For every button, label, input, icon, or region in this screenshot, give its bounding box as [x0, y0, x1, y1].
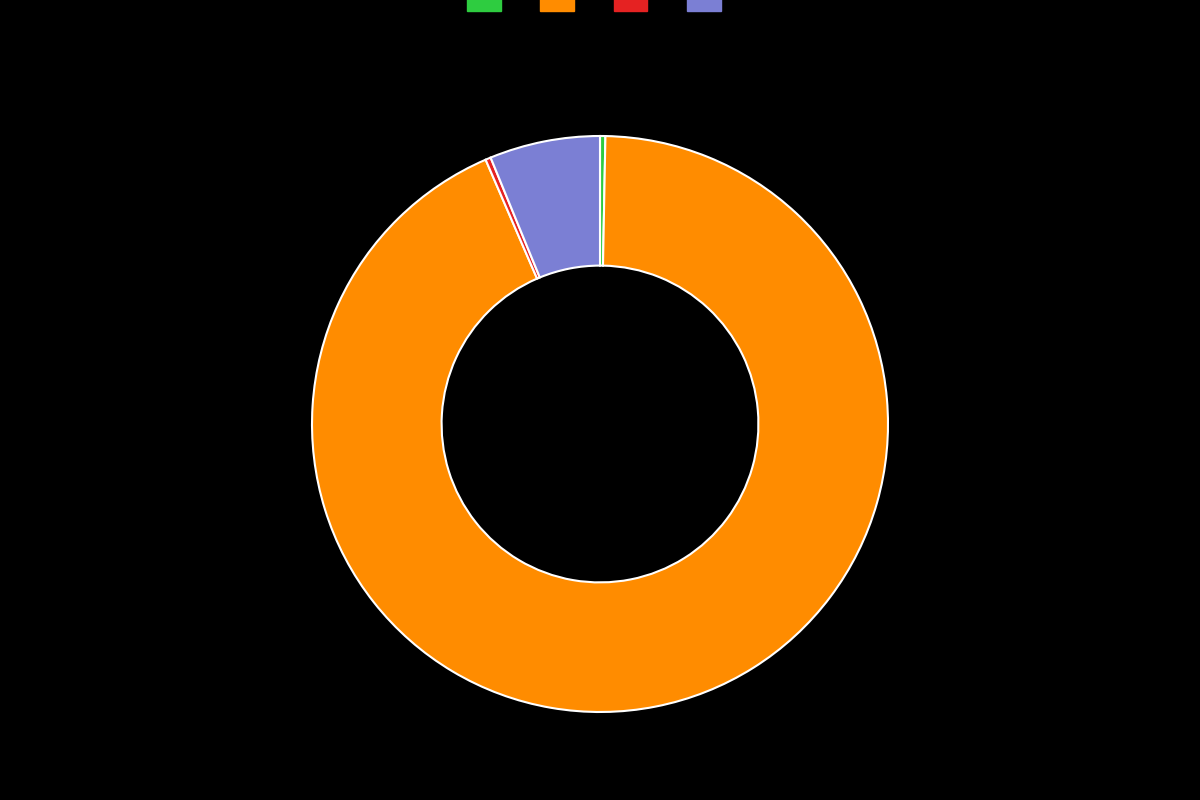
Wedge shape: [600, 136, 606, 266]
Wedge shape: [491, 136, 600, 278]
Wedge shape: [312, 136, 888, 712]
Wedge shape: [486, 158, 540, 278]
Legend: , , , : , , ,: [460, 0, 740, 18]
